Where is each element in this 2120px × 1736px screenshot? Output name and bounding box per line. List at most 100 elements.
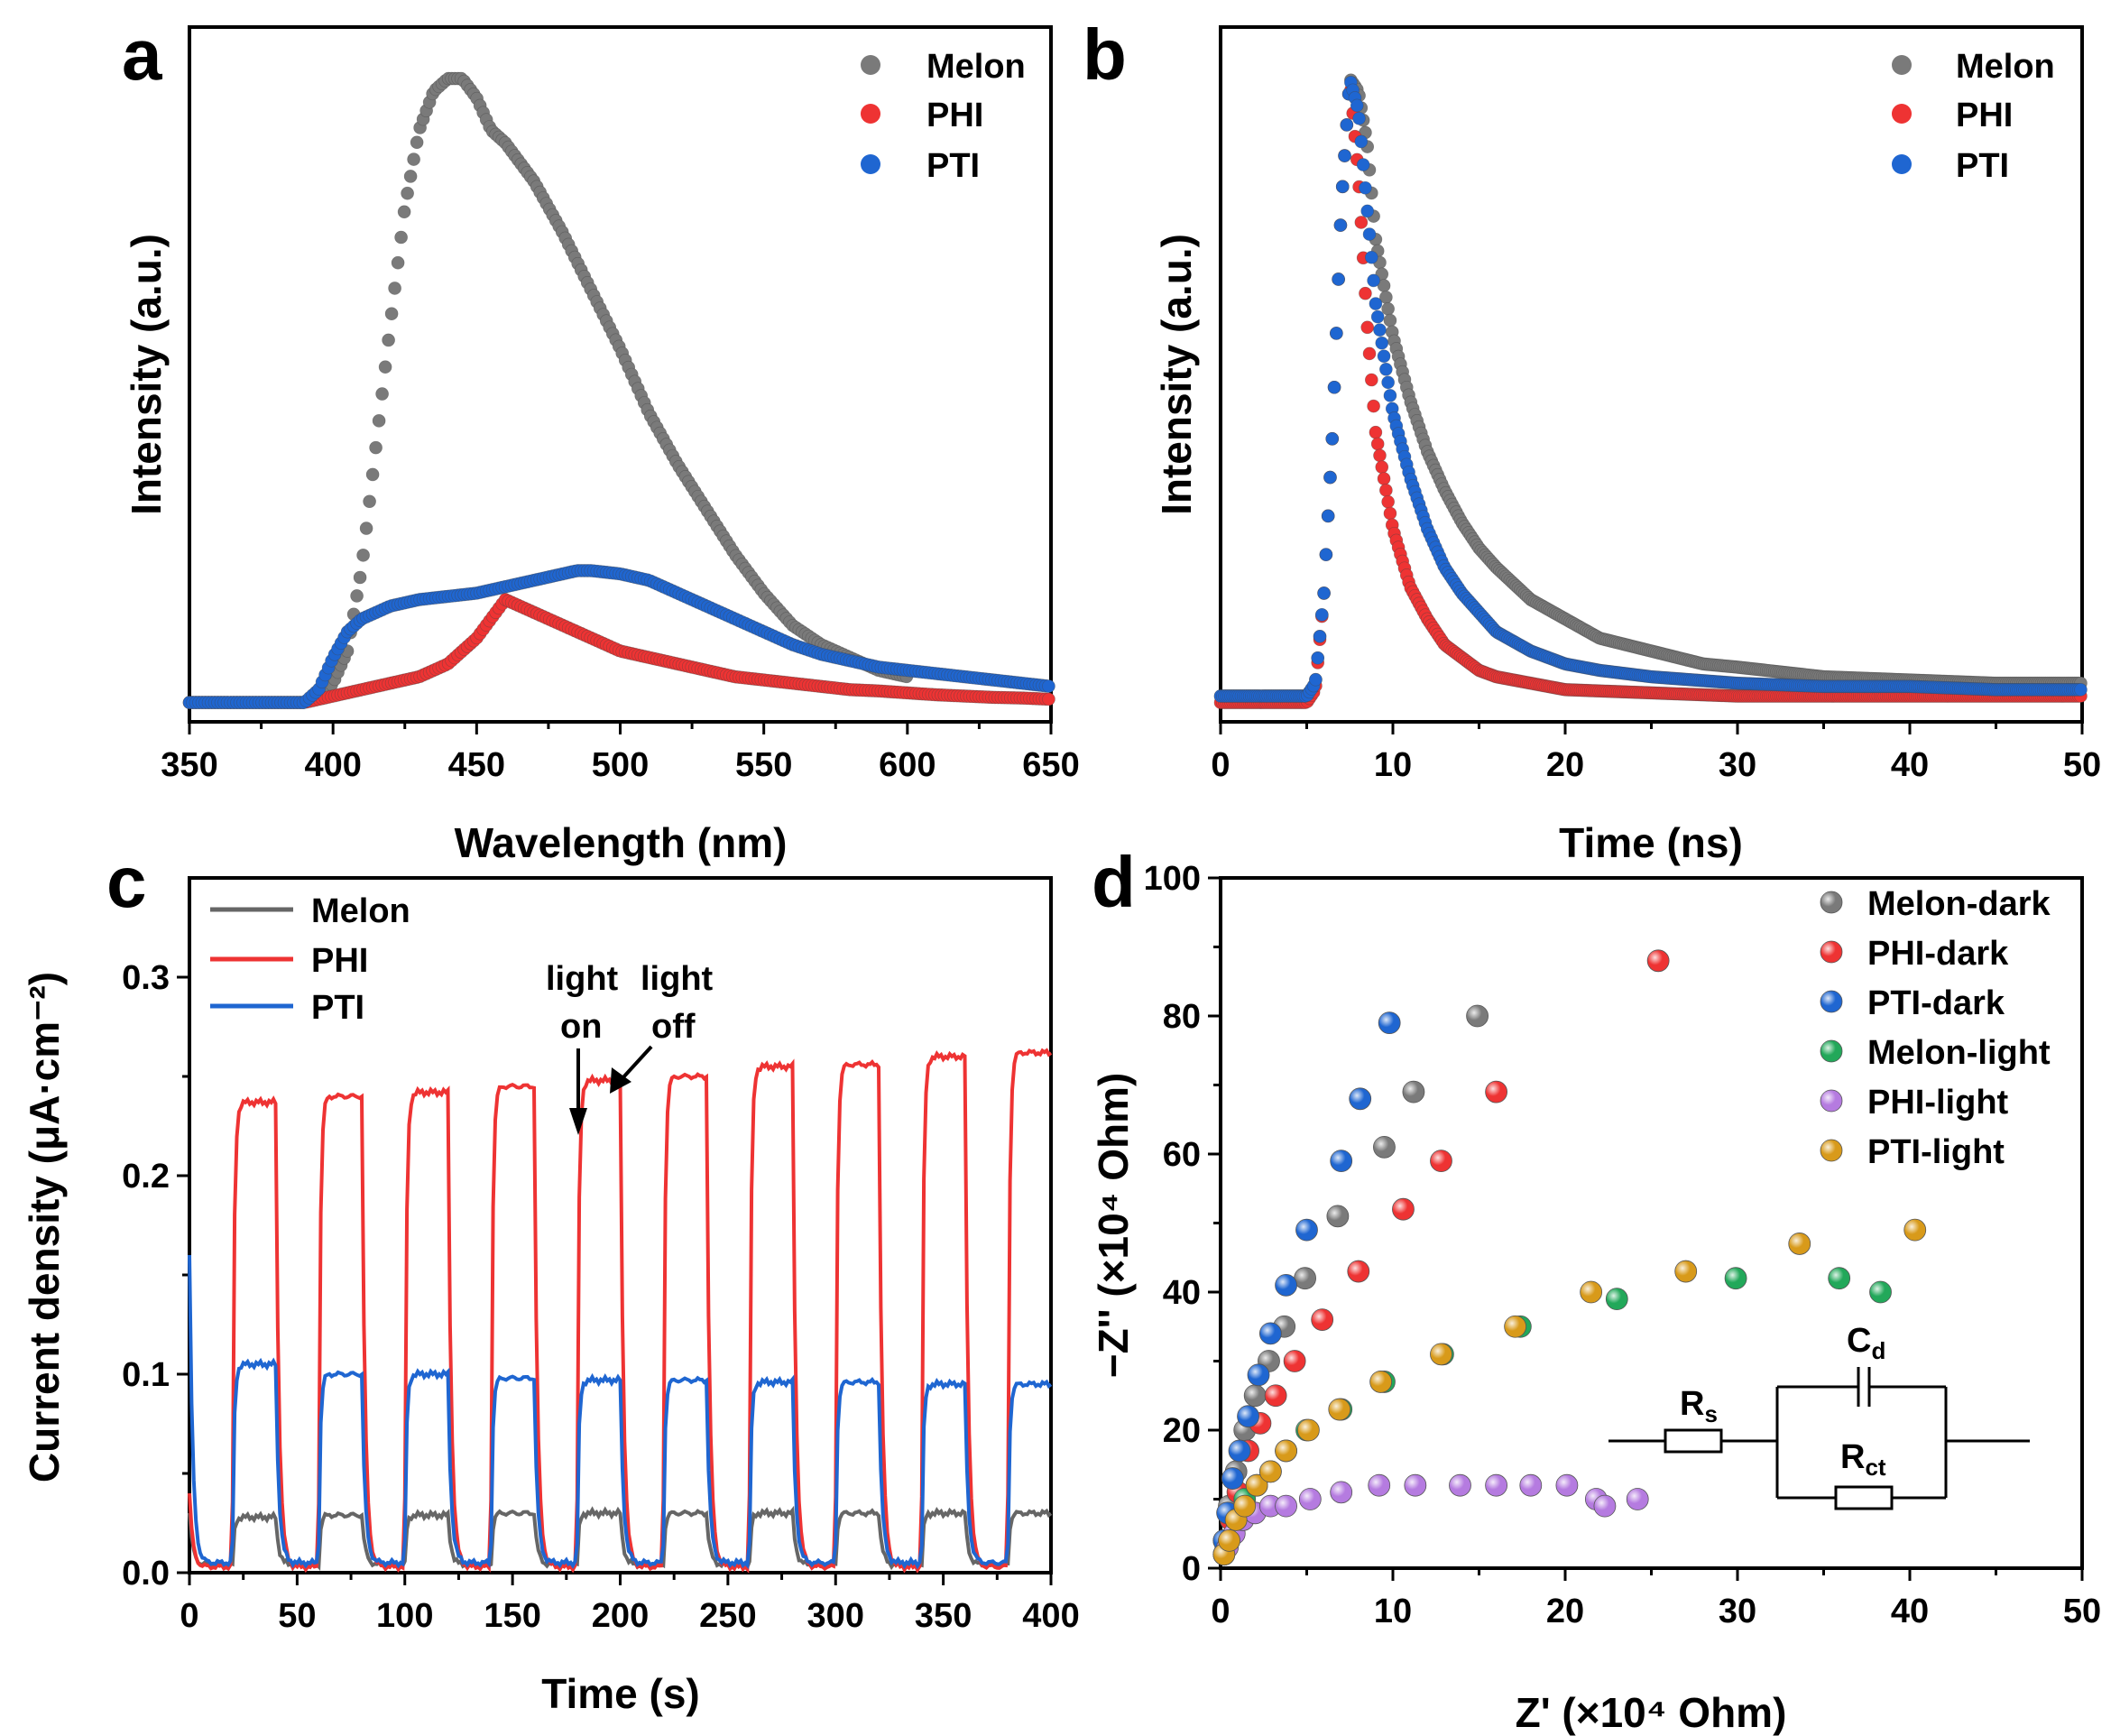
data-point-highlight <box>1330 1150 1352 1172</box>
data-point-highlight <box>1402 1081 1424 1103</box>
arrow-light-off-head <box>610 1067 631 1094</box>
data-point <box>1330 327 1343 340</box>
data-point-highlight <box>1259 1460 1282 1482</box>
annotation-light-off-1: light <box>641 960 714 998</box>
legend-label-pti: PTI <box>1956 147 2009 185</box>
data-point-highlight <box>1229 1439 1251 1462</box>
data-point-highlight <box>1311 1308 1333 1331</box>
data-point-highlight <box>1299 1488 1322 1510</box>
data-point <box>1379 484 1393 497</box>
data-point-highlight <box>1373 1136 1396 1159</box>
series-pti <box>1213 76 2088 703</box>
x-tick-label: 0 <box>1211 1593 1230 1630</box>
data-point <box>1367 273 1380 288</box>
data-point-highlight <box>1275 1439 1297 1462</box>
x-tick-label: 0 <box>1211 746 1230 784</box>
data-point <box>1325 431 1340 446</box>
data-point <box>391 255 405 270</box>
data-point <box>1350 98 1364 113</box>
data-point-highlight <box>1330 1481 1352 1503</box>
legend-label-phi-light: PHI-light <box>1867 1084 2009 1122</box>
panel-c-xlabel: Time (s) <box>541 1670 700 1717</box>
panel-b-ticks: 0 10 20 30 40 50 <box>1211 722 2101 784</box>
data-point <box>1319 548 1333 561</box>
data-point <box>1317 586 1331 600</box>
panel-b-legend: Melon PHI PTI <box>1892 48 2055 185</box>
data-point-highlight <box>1244 1384 1267 1407</box>
y-tick-label: 40 <box>1163 1274 1201 1312</box>
data-point-highlight <box>1627 1488 1649 1510</box>
data-point <box>353 570 367 585</box>
y-tick-label: 0.3 <box>122 959 170 997</box>
x-tick-label: 50 <box>2063 1593 2101 1630</box>
data-point-highlight <box>1328 1399 1350 1421</box>
data-point-highlight <box>1449 1474 1471 1497</box>
data-point-highlight <box>1326 1205 1349 1227</box>
y-tick-label: 80 <box>1163 998 1201 1036</box>
data-point <box>1377 472 1391 485</box>
data-point-highlight <box>1347 1260 1369 1283</box>
legend-marker-highlight <box>1820 1140 1842 1161</box>
x-tick-label: 40 <box>1891 746 1929 784</box>
x-tick-label: 10 <box>1374 746 1412 784</box>
panel-label-b: b <box>1083 14 1127 95</box>
data-point <box>388 282 401 295</box>
data-point <box>1365 373 1378 387</box>
data-point <box>1373 448 1387 463</box>
x-tick-label: 350 <box>915 1597 972 1635</box>
data-point-highlight <box>1555 1474 1578 1497</box>
data-point-highlight <box>1294 1267 1316 1289</box>
legend-marker-highlight <box>1820 1090 1842 1112</box>
panel-c-annotations: light light on off <box>546 960 714 1135</box>
panel-b: 0 10 20 30 40 50 Time (ns) Intensity (a.u.) M… <box>1153 25 2101 866</box>
data-point-highlight <box>1297 1419 1320 1441</box>
data-point-highlight <box>1295 1219 1318 1242</box>
panel-label-a: a <box>122 14 162 95</box>
data-point <box>1381 494 1395 509</box>
data-point-highlight <box>1368 1474 1390 1497</box>
legend-marker-phi <box>1892 104 1912 124</box>
data-point <box>1369 297 1383 310</box>
legend-label-melon: Melon <box>311 892 410 930</box>
data-point <box>1365 250 1378 264</box>
data-point-highlight <box>1828 1267 1850 1289</box>
data-point-highlight <box>1485 1081 1507 1103</box>
panel-d-frame <box>1219 876 2084 1570</box>
data-point <box>378 360 392 374</box>
data-point <box>1356 158 1370 171</box>
legend-label-phi-dark: PHI-dark <box>1867 935 2009 973</box>
panel-b-ylabel: Intensity (a.u.) <box>1153 234 1200 515</box>
x-tick-label: 40 <box>1891 1593 1929 1630</box>
data-point <box>1360 204 1375 218</box>
data-point-highlight <box>1606 1288 1628 1310</box>
legend-marker-melon <box>861 55 880 75</box>
panel-b-xlabel: Time (ns) <box>1559 819 1743 866</box>
panel-b-frame <box>1219 25 2084 724</box>
data-point <box>1370 309 1385 324</box>
data-point-highlight <box>1275 1274 1297 1297</box>
equivalent-circuit <box>1608 1367 2030 1510</box>
data-point-highlight <box>1259 1495 1282 1518</box>
legend-label-pti: PTI <box>926 147 980 185</box>
annotation-on: on <box>560 1008 602 1046</box>
data-point <box>1359 286 1372 300</box>
circuit-label-rct: Rct <box>1840 1438 1886 1481</box>
panel-a-frame <box>188 25 1053 724</box>
x-tick-label: 200 <box>592 1597 649 1635</box>
data-point-highlight <box>1593 1495 1616 1518</box>
annotation-light-on-1: light <box>546 960 619 998</box>
legend-label-pti-dark: PTI-dark <box>1867 984 2005 1022</box>
annotation-off: off <box>651 1008 696 1046</box>
legend-marker-pti <box>861 154 880 174</box>
arrow-light-on-head <box>569 1108 587 1135</box>
panel-c-series <box>188 1048 1053 1574</box>
data-point-highlight <box>1504 1316 1526 1338</box>
x-tick-label: 100 <box>376 1597 433 1635</box>
data-point-highlight <box>1349 1087 1371 1110</box>
data-point <box>369 440 383 455</box>
data-point-highlight <box>1466 1005 1489 1027</box>
x-tick-label: 250 <box>699 1597 756 1635</box>
series-line-pti <box>188 1254 1053 1570</box>
panel-d: 0 10 20 30 40 50 0 20 40 60 80 100 Z' (×10⁴ Ohm) −Z… <box>1090 860 2101 1736</box>
